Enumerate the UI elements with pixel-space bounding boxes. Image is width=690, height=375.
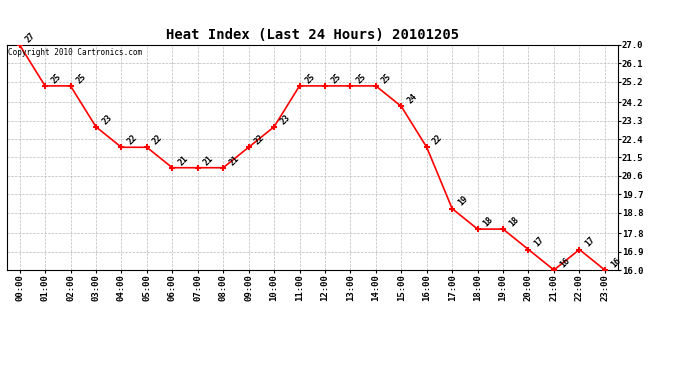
Text: 22: 22 [151, 133, 164, 147]
Text: 24: 24 [406, 92, 419, 106]
Text: 21: 21 [227, 153, 241, 167]
Text: 23: 23 [100, 112, 114, 126]
Text: 23: 23 [278, 112, 292, 126]
Text: 18: 18 [482, 215, 495, 228]
Text: 22: 22 [253, 133, 266, 147]
Text: 16: 16 [609, 256, 622, 269]
Text: 17: 17 [584, 236, 597, 249]
Text: 21: 21 [177, 153, 190, 167]
Title: Heat Index (Last 24 Hours) 20101205: Heat Index (Last 24 Hours) 20101205 [166, 28, 459, 42]
Text: Copyright 2010 Cartronics.com: Copyright 2010 Cartronics.com [8, 48, 142, 57]
Text: 22: 22 [126, 133, 139, 147]
Text: 27: 27 [23, 31, 37, 44]
Text: 19: 19 [456, 194, 470, 208]
Text: 25: 25 [75, 72, 88, 85]
Text: 22: 22 [431, 133, 444, 147]
Text: 16: 16 [558, 256, 571, 269]
Text: 25: 25 [329, 72, 342, 85]
Text: 25: 25 [380, 72, 393, 85]
Text: 25: 25 [304, 72, 317, 85]
Text: 25: 25 [355, 72, 368, 85]
Text: 18: 18 [507, 215, 521, 228]
Text: 25: 25 [49, 72, 63, 85]
Text: 17: 17 [533, 236, 546, 249]
Text: 21: 21 [202, 153, 215, 167]
